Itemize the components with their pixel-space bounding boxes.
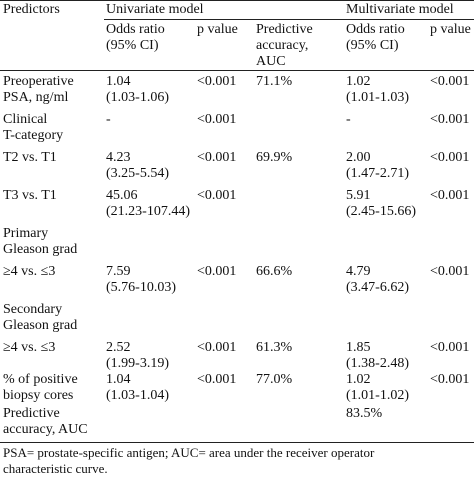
rule-header-bottom [0, 70, 474, 71]
row-predictor: Predictive [3, 406, 60, 421]
header-multivariate: Multivariate model [346, 2, 454, 17]
row-predictor: Secondary [3, 302, 63, 317]
row-predictor: % of positive [3, 372, 78, 387]
row-multi-or: 5.91 [346, 188, 371, 203]
rule-model-groups [104, 19, 474, 20]
header-multi-ci: (95% CI) [346, 38, 399, 53]
header-univariate: Univariate model [106, 2, 204, 17]
row-multi-p: <0.001 [430, 264, 470, 279]
header-uni-p: p value [197, 22, 238, 37]
table-footnote: PSA= prostate-specific antigen; AUC= are… [3, 445, 375, 460]
header-predictors: Predictors [3, 2, 60, 17]
row-multi-or: - [346, 112, 351, 127]
row-uni-p: <0.001 [197, 372, 237, 387]
row-multi-or: 1.02 [346, 74, 371, 89]
row-multi-or: 4.79 [346, 264, 371, 279]
row-multi-p: <0.001 [430, 150, 470, 165]
header-uni-auc-1: Predictive [256, 22, 313, 37]
row-uni-ci: (21.23-107.44) [106, 204, 190, 219]
row-multi-ci: (1.38-2.48) [346, 356, 409, 371]
row-predictor: Gleason grad [3, 242, 78, 257]
row-multi-or: 83.5% [346, 406, 383, 421]
row-multi-or: 2.00 [346, 150, 371, 165]
row-predictor: T2 vs. T1 [3, 150, 57, 165]
row-multi-or: 1.02 [346, 372, 371, 387]
row-predictor: ≥4 vs. ≤3 [3, 340, 56, 355]
table-footnote: characteristic curve. [3, 461, 108, 476]
row-uni-auc: 77.0% [256, 372, 293, 387]
row-predictor: PSA, ng/ml [3, 90, 69, 105]
header-multi-p: p value [430, 22, 471, 37]
row-multi-p: <0.001 [430, 188, 470, 203]
row-uni-or: 7.59 [106, 264, 131, 279]
rule-table-bottom [0, 442, 474, 443]
row-multi-ci: (2.45-15.66) [346, 204, 416, 219]
row-uni-ci: (5.76-10.03) [106, 280, 176, 295]
row-uni-or: 2.52 [106, 340, 131, 355]
row-uni-auc: 66.6% [256, 264, 293, 279]
row-uni-p: <0.001 [197, 74, 237, 89]
row-predictor: accuracy, AUC [3, 422, 88, 437]
row-multi-ci: (1.01-1.02) [346, 388, 409, 403]
row-uni-ci: (1.03-1.04) [106, 388, 169, 403]
row-uni-auc: 71.1% [256, 74, 293, 89]
row-multi-or: 1.85 [346, 340, 371, 355]
row-multi-ci: (3.47-6.62) [346, 280, 409, 295]
row-multi-p: <0.001 [430, 340, 470, 355]
row-uni-or: 45.06 [106, 188, 138, 203]
row-uni-p: <0.001 [197, 264, 237, 279]
row-uni-p: <0.001 [197, 188, 237, 203]
row-uni-p: <0.001 [197, 150, 237, 165]
row-uni-or: 1.04 [106, 74, 131, 89]
header-uni-auc-2: accuracy, [256, 38, 309, 53]
rule-top [0, 0, 474, 1]
row-multi-p: <0.001 [430, 74, 470, 89]
row-predictor: Gleason grad [3, 318, 78, 333]
row-uni-or: 1.04 [106, 372, 131, 387]
row-uni-ci: (3.25-5.54) [106, 166, 169, 181]
row-predictor: biopsy cores [3, 388, 74, 403]
row-uni-p: <0.001 [197, 112, 237, 127]
row-uni-p: <0.001 [197, 340, 237, 355]
row-uni-auc: 61.3% [256, 340, 293, 355]
row-uni-ci: (1.03-1.06) [106, 90, 169, 105]
header-uni-odds-ratio: Odds ratio [106, 22, 165, 37]
row-multi-ci: (1.47-2.71) [346, 166, 409, 181]
row-predictor: T-category [3, 128, 64, 143]
row-multi-p: <0.001 [430, 372, 470, 387]
header-uni-auc-3: AUC [256, 54, 286, 69]
row-multi-ci: (1.01-1.03) [346, 90, 409, 105]
row-predictor: Clinical [3, 112, 48, 127]
header-multi-odds-ratio: Odds ratio [346, 22, 405, 37]
row-predictor: ≥4 vs. ≤3 [3, 264, 56, 279]
row-uni-auc: 69.9% [256, 150, 293, 165]
row-uni-ci: (1.99-3.19) [106, 356, 169, 371]
row-uni-or: - [106, 112, 111, 127]
row-predictor: Primary [3, 226, 49, 241]
row-multi-p: <0.001 [430, 112, 470, 127]
row-uni-or: 4.23 [106, 150, 131, 165]
row-predictor: Preoperative [3, 74, 74, 89]
header-uni-ci: (95% CI) [106, 38, 159, 53]
row-predictor: T3 vs. T1 [3, 188, 57, 203]
